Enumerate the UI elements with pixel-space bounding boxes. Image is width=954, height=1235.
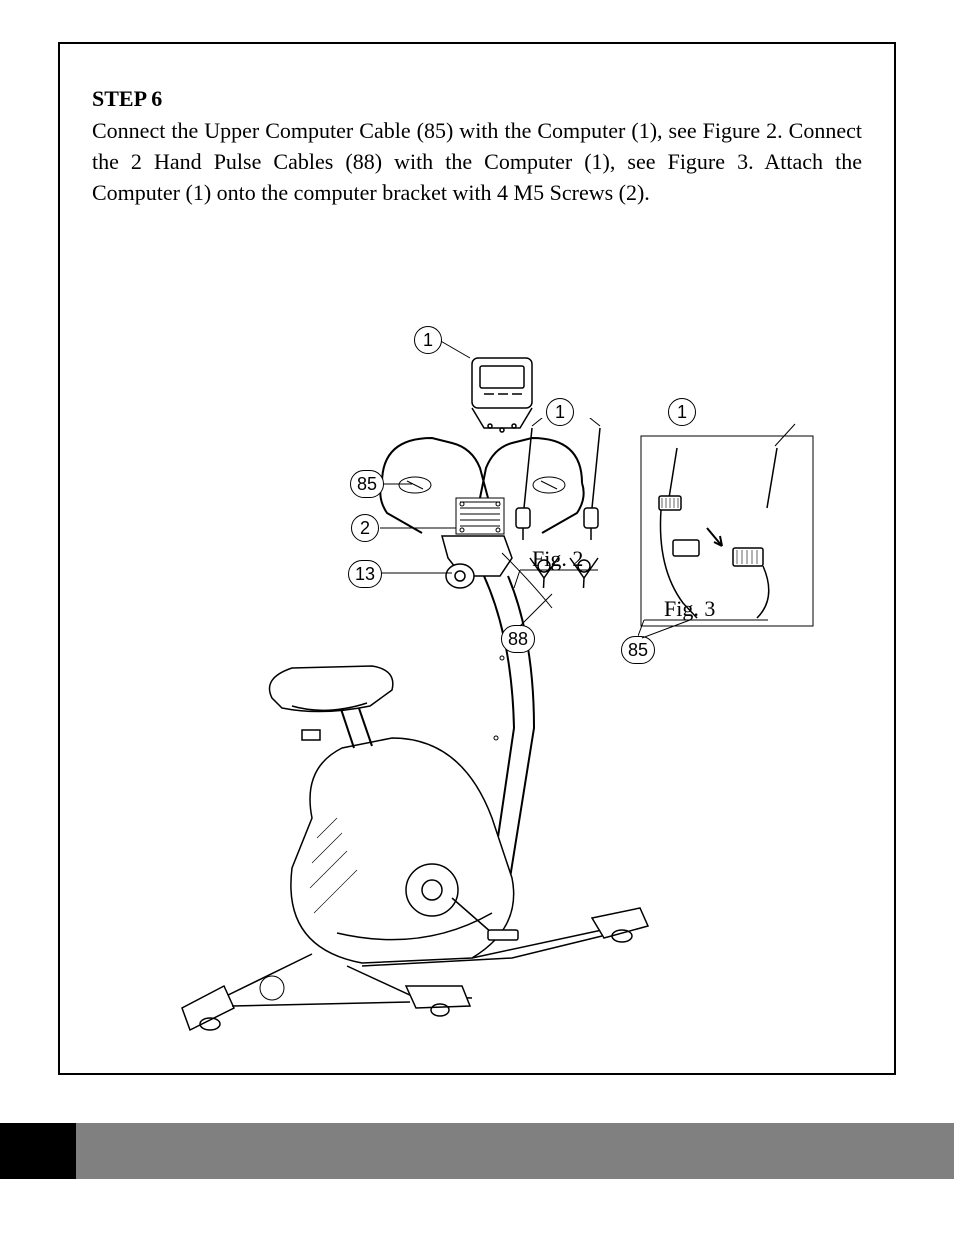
callout-13: 13 <box>348 560 382 588</box>
callout-85: 85 <box>350 470 384 498</box>
footer-gray-band <box>0 1123 954 1179</box>
assembly-diagram: 1 1 1 85 2 13 88 85 Fig. 2 Fig. 3 <box>92 318 862 1078</box>
content-area: STEP 6 Connect the Upper Computer Cable … <box>60 44 894 1078</box>
fig2-underline <box>500 566 620 596</box>
step-body: Connect the Upper Computer Cable (85) wi… <box>92 116 862 208</box>
page-border: STEP 6 Connect the Upper Computer Cable … <box>58 42 896 1075</box>
footer-black-box <box>0 1123 76 1179</box>
step-title: STEP 6 <box>92 86 862 112</box>
fig3-underline <box>638 616 778 646</box>
